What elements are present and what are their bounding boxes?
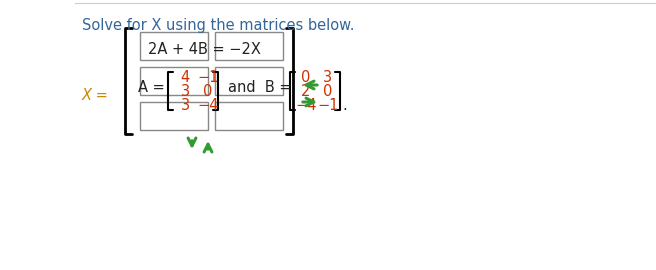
Text: −1: −1 bbox=[318, 97, 338, 113]
Text: .: . bbox=[342, 97, 347, 113]
Text: 2A + 4B = −2X: 2A + 4B = −2X bbox=[148, 42, 261, 57]
Bar bbox=[140, 67, 208, 95]
Bar bbox=[215, 32, 283, 60]
Bar bbox=[215, 102, 283, 130]
Text: 3: 3 bbox=[323, 69, 333, 85]
Text: A =: A = bbox=[138, 79, 165, 94]
Bar bbox=[140, 102, 208, 130]
Text: −4: −4 bbox=[197, 97, 218, 113]
Text: Solve for X using the matrices below.: Solve for X using the matrices below. bbox=[82, 18, 354, 33]
Bar bbox=[140, 32, 208, 60]
Text: X =: X = bbox=[82, 87, 109, 103]
Text: 0: 0 bbox=[323, 83, 333, 99]
Text: 3: 3 bbox=[180, 97, 190, 113]
Text: 0: 0 bbox=[301, 69, 311, 85]
Text: 4: 4 bbox=[180, 69, 190, 85]
Text: 2: 2 bbox=[301, 83, 311, 99]
Text: 0: 0 bbox=[203, 83, 213, 99]
Text: 3: 3 bbox=[180, 83, 190, 99]
Text: −4: −4 bbox=[295, 97, 317, 113]
Text: and  B =: and B = bbox=[228, 79, 291, 94]
Text: −1: −1 bbox=[197, 69, 218, 85]
Bar bbox=[215, 67, 283, 95]
